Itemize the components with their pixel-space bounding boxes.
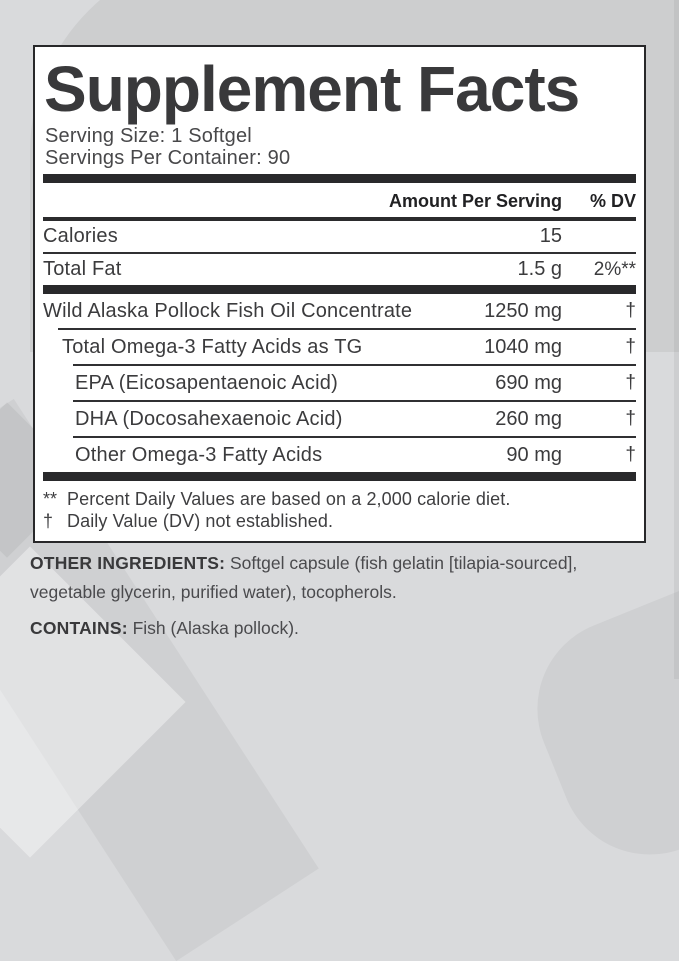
- serving-size: Serving Size: 1 Softgel: [45, 125, 252, 147]
- amount-value: 1.5 g: [517, 258, 562, 280]
- table-row: Total Fat 1.5 g 2%**: [43, 254, 636, 285]
- nutrient-label: Total Fat: [43, 258, 122, 280]
- thick-divider: [43, 472, 636, 481]
- footnotes: ** Percent Daily Values are based on a 2…: [43, 488, 636, 532]
- amount-value: 1040 mg: [484, 335, 562, 358]
- nutrient-label: DHA (Docosahexaenoic Acid): [75, 407, 343, 430]
- footnote-symbol: †: [43, 511, 54, 531]
- supplement-facts-panel: Supplement Facts Serving Size: 1 Softgel…: [33, 45, 646, 543]
- row-divider: [73, 400, 636, 402]
- footnote-text: Percent Daily Values are based on a 2,00…: [67, 489, 511, 509]
- dv-value: †: [625, 372, 636, 393]
- contains-statement: CONTAINS: Fish (Alaska pollock).: [30, 614, 652, 643]
- table-row: Calories 15: [43, 221, 636, 252]
- nutrient-label: Wild Alaska Pollock Fish Oil Concentrate: [43, 299, 413, 322]
- header-percent-dv: % DV: [589, 191, 636, 211]
- other-ingredients: OTHER INGREDIENTS: Softgel capsule (fish…: [30, 549, 652, 607]
- row-divider: [73, 436, 636, 438]
- dv-value: †: [625, 408, 636, 429]
- row-divider: [58, 328, 636, 330]
- table-header: Amount Per Serving % DV: [43, 190, 636, 212]
- table-row: Wild Alaska Pollock Fish Oil Concentrate…: [43, 294, 636, 328]
- nutrient-label: EPA (Eicosapentaenoic Acid): [75, 371, 338, 394]
- table-row: DHA (Docosahexaenoic Acid) 260 mg †: [43, 402, 636, 436]
- contains-label: CONTAINS:: [30, 618, 128, 638]
- header-divider: [43, 217, 636, 221]
- footnote-text: Daily Value (DV) not established.: [67, 511, 334, 531]
- dv-value: 2%**: [593, 258, 636, 280]
- dv-value: †: [625, 444, 636, 465]
- row-divider: [43, 252, 636, 254]
- amount-value: 260 mg: [495, 407, 562, 430]
- servings-per-container: Servings Per Container: 90: [45, 147, 291, 169]
- footnote-symbol: **: [43, 489, 58, 509]
- amount-value: 1250 mg: [484, 299, 562, 322]
- background-edge-strip: [674, 0, 679, 679]
- other-ingredients-label: OTHER INGREDIENTS:: [30, 553, 226, 573]
- amount-value: 90 mg: [506, 443, 562, 466]
- amount-value: 15: [539, 225, 562, 247]
- dv-value: †: [625, 300, 636, 321]
- table-row: Total Omega-3 Fatty Acids as TG 1040 mg …: [43, 330, 636, 364]
- nutrient-label: Total Omega-3 Fatty Acids as TG: [62, 335, 363, 358]
- table-row: EPA (Eicosapentaenoic Acid) 690 mg †: [43, 366, 636, 400]
- panel-title: Supplement Facts: [44, 53, 580, 125]
- nutrient-label: Other Omega-3 Fatty Acids: [75, 443, 323, 466]
- ingredients-section: OTHER INGREDIENTS: Softgel capsule (fish…: [30, 549, 652, 650]
- row-divider: [73, 364, 636, 366]
- thick-divider: [43, 285, 636, 294]
- dv-value: †: [625, 336, 636, 357]
- amount-value: 690 mg: [495, 371, 562, 394]
- table-row: Other Omega-3 Fatty Acids 90 mg †: [43, 438, 636, 472]
- contains-text: Fish (Alaska pollock).: [127, 618, 299, 638]
- other-ingredients-text: Softgel capsule (fish gelatin [tilapia-s…: [30, 553, 578, 602]
- thick-divider: [43, 174, 636, 183]
- footnote: ** Percent Daily Values are based on a 2…: [43, 488, 636, 510]
- nutrient-label: Calories: [43, 225, 118, 247]
- header-amount-per-serving: Amount Per Serving: [388, 191, 562, 211]
- footnote: † Daily Value (DV) not established.: [43, 510, 636, 532]
